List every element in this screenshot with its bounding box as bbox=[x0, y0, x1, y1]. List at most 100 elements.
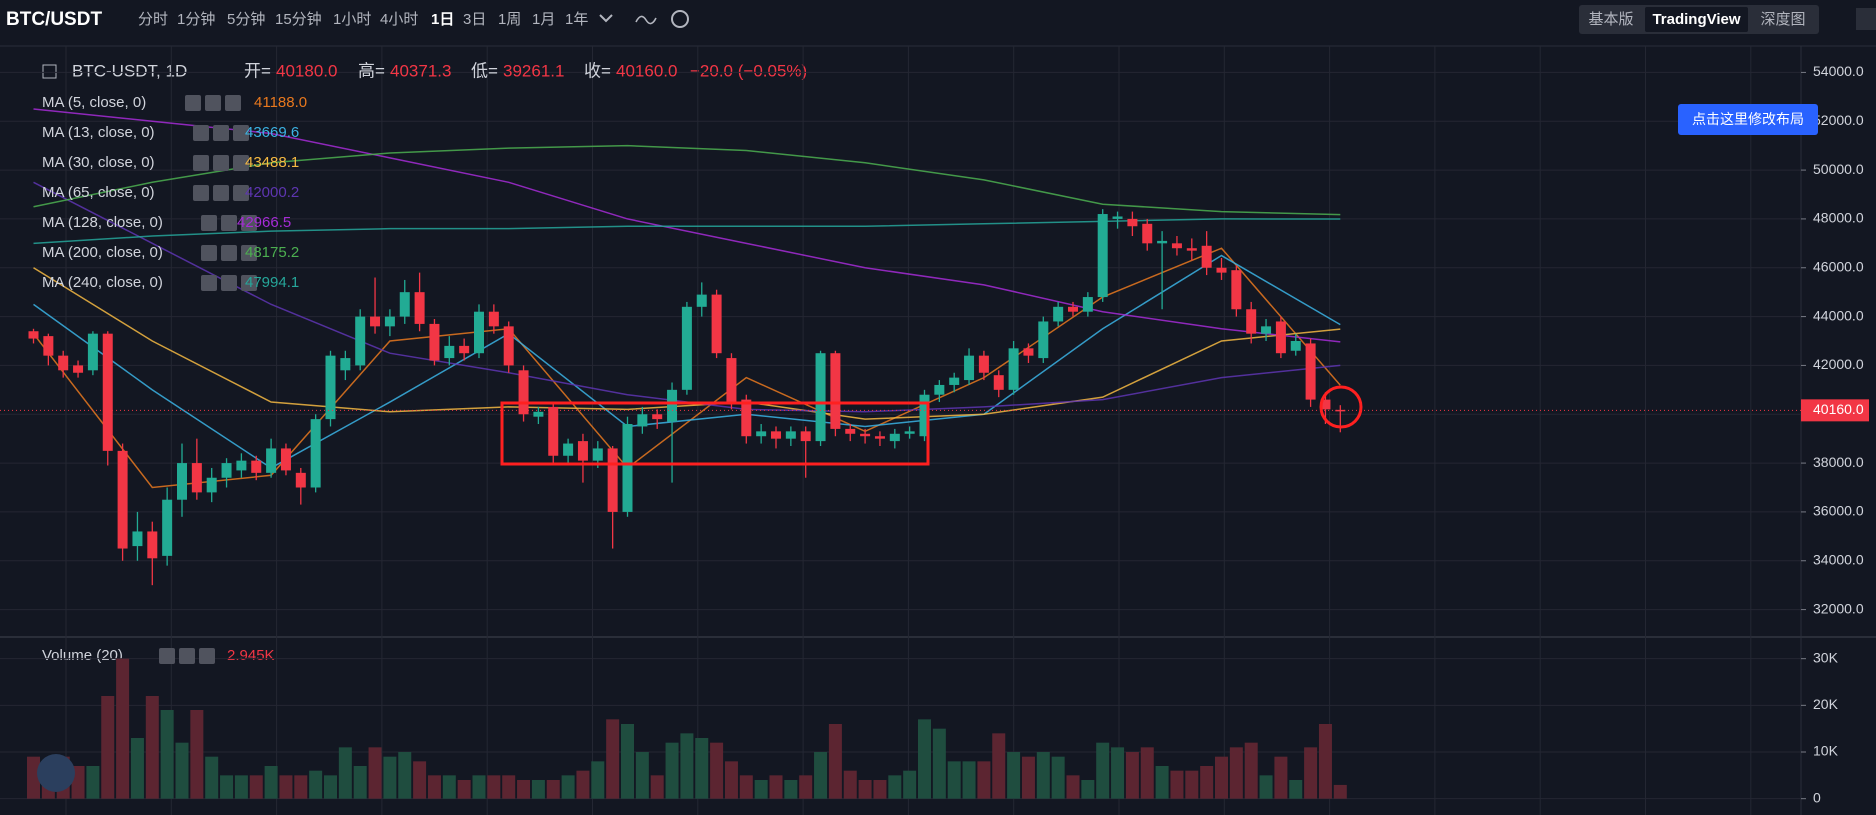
logo[interactable] bbox=[37, 754, 75, 792]
candle-body bbox=[533, 411, 544, 417]
legend-icon[interactable] bbox=[201, 215, 217, 231]
y-tick-label: 46000.0 bbox=[1813, 258, 1864, 274]
view-button[interactable]: 深度图 bbox=[1760, 11, 1805, 28]
legend-icon[interactable] bbox=[193, 185, 209, 201]
layout-tooltip[interactable]: 点击这里修改布局 bbox=[1678, 104, 1818, 135]
candle-body bbox=[874, 436, 885, 439]
ma-line bbox=[33, 267, 1341, 420]
candle-body bbox=[800, 431, 811, 442]
symbol[interactable]: BTC/USDT bbox=[6, 9, 102, 30]
collapse[interactable] bbox=[42, 64, 57, 79]
change: −20.0 (−0.05%) bbox=[690, 61, 807, 80]
legend-icon[interactable] bbox=[221, 245, 237, 261]
candle-body bbox=[830, 353, 841, 429]
volume-bar bbox=[888, 775, 902, 799]
chart-style[interactable] bbox=[635, 15, 657, 25]
legend-icon[interactable] bbox=[213, 125, 229, 141]
y-tick-label: 32000.0 bbox=[1813, 600, 1864, 616]
legend-icon[interactable] bbox=[201, 275, 217, 291]
period-button[interactable]: 1日 bbox=[431, 11, 454, 28]
legend-icon[interactable] bbox=[233, 185, 249, 201]
legend-icon[interactable] bbox=[193, 155, 209, 171]
legend-icon[interactable] bbox=[233, 125, 249, 141]
volume-bar bbox=[1215, 756, 1228, 799]
candle-body bbox=[58, 355, 69, 371]
candle-body bbox=[518, 370, 529, 415]
volume-bar bbox=[635, 752, 649, 799]
volume-bar bbox=[1036, 752, 1050, 799]
period-button[interactable]: 分时 bbox=[138, 11, 168, 28]
candle-body bbox=[399, 292, 410, 317]
legend-icon[interactable] bbox=[179, 648, 195, 664]
candle-body bbox=[919, 394, 930, 437]
candle-body bbox=[860, 433, 871, 437]
candle-body bbox=[280, 448, 291, 471]
period-button[interactable]: 1分钟 bbox=[177, 11, 215, 28]
volume-bar bbox=[1200, 766, 1214, 799]
legend-icon[interactable] bbox=[241, 215, 257, 231]
ohlc-value: 40371.3 bbox=[390, 61, 451, 80]
legend-icon[interactable] bbox=[201, 245, 217, 261]
candle-body bbox=[459, 345, 470, 354]
ma-name: MA (13, close, 0) bbox=[42, 124, 155, 141]
period-button[interactable]: 1月 bbox=[532, 11, 555, 28]
volume-bar bbox=[279, 775, 293, 799]
period-button[interactable]: 1周 bbox=[498, 11, 521, 28]
more-periods[interactable] bbox=[599, 14, 613, 23]
legend-icon[interactable] bbox=[221, 275, 237, 291]
panes bbox=[0, 46, 1806, 815]
legend-icon[interactable] bbox=[213, 185, 229, 201]
legend-icon[interactable] bbox=[205, 95, 221, 111]
period-button[interactable]: 4小时 bbox=[380, 11, 418, 28]
ma-line bbox=[33, 144, 1341, 216]
legend-icon[interactable] bbox=[241, 245, 257, 261]
legend-icon[interactable] bbox=[159, 648, 175, 664]
y-tick-label: 42000.0 bbox=[1813, 356, 1864, 372]
ohlc-value: 40160.0 bbox=[616, 61, 677, 80]
legend-icon[interactable] bbox=[221, 215, 237, 231]
volume-bar bbox=[175, 742, 189, 799]
highlight-circle bbox=[1319, 385, 1363, 429]
ohlc-label: 高= bbox=[358, 61, 385, 80]
period-button[interactable]: 3日 bbox=[463, 11, 486, 28]
volume-bar bbox=[472, 775, 486, 799]
volume-bar bbox=[576, 770, 590, 799]
volume-bar bbox=[1318, 724, 1332, 799]
candle-body bbox=[1112, 216, 1123, 219]
last-price-label: 40160.0 bbox=[1813, 401, 1864, 417]
candle-body bbox=[978, 355, 989, 373]
candle-body bbox=[1261, 326, 1272, 334]
y-tick-label: 36000.0 bbox=[1813, 503, 1864, 519]
fullscreen[interactable] bbox=[1856, 8, 1876, 30]
volume-bar bbox=[932, 728, 946, 799]
volume-tick-label: 20K bbox=[1813, 696, 1839, 712]
volume-bar bbox=[828, 724, 842, 799]
legend-icon[interactable] bbox=[225, 95, 241, 111]
legend-icon[interactable] bbox=[241, 275, 257, 291]
volume-bar bbox=[1125, 752, 1139, 799]
period-button[interactable]: 5分钟 bbox=[227, 11, 265, 28]
legend-icon[interactable] bbox=[193, 125, 209, 141]
legend-icon[interactable] bbox=[185, 95, 201, 111]
candle-body bbox=[607, 448, 618, 512]
volume-bar bbox=[1096, 742, 1110, 799]
candle-body bbox=[43, 336, 54, 356]
settings[interactable] bbox=[671, 10, 689, 28]
period-button[interactable]: 1小时 bbox=[333, 11, 371, 28]
legend-icon[interactable] bbox=[213, 155, 229, 171]
candle-body bbox=[696, 294, 707, 307]
period-button[interactable]: 15分钟 bbox=[275, 11, 322, 28]
candle-body bbox=[964, 355, 975, 381]
candle-body bbox=[622, 424, 633, 512]
view-button[interactable]: TradingView bbox=[1652, 11, 1740, 28]
ma-line bbox=[33, 108, 1341, 343]
legend-icon[interactable] bbox=[199, 648, 215, 664]
ma-value: 47994.1 bbox=[245, 274, 299, 291]
view-button[interactable]: 基本版 bbox=[1588, 11, 1633, 28]
candle-body bbox=[652, 414, 663, 420]
period-button[interactable]: 1年 bbox=[565, 11, 588, 28]
legend-icon[interactable] bbox=[233, 155, 249, 171]
volume-bar bbox=[160, 710, 174, 799]
volume-bar bbox=[710, 742, 724, 799]
